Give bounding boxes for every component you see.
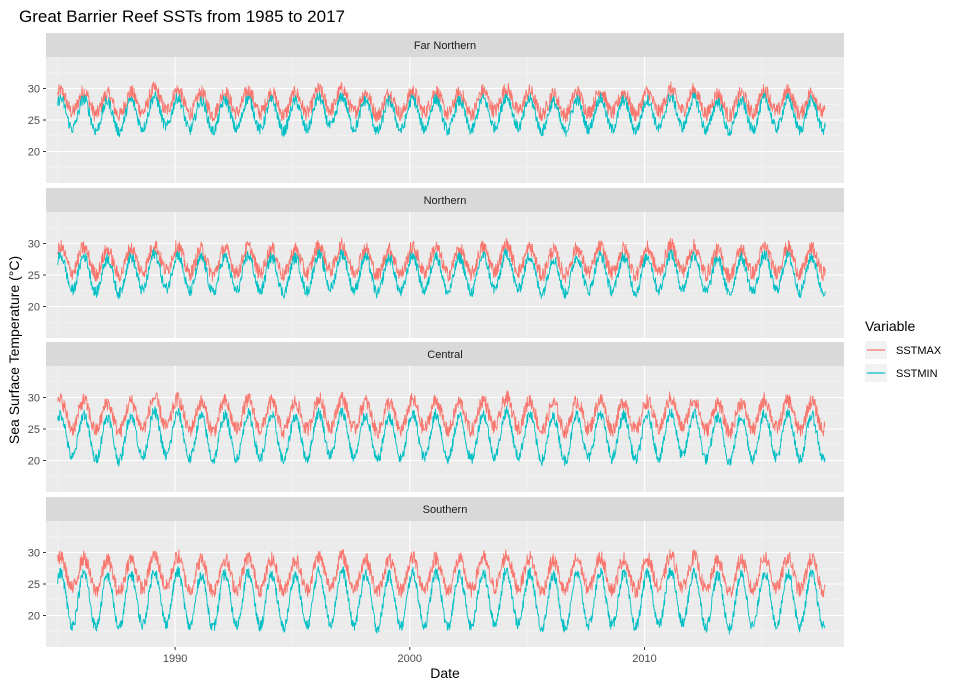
y-tick-label: 25: [28, 115, 40, 127]
chart-title: Great Barrier Reef SSTs from 1985 to 201…: [19, 7, 345, 26]
y-tick-label: 25: [28, 579, 40, 591]
y-tick-label: 30: [28, 548, 40, 560]
series-line-sstmin: [57, 565, 826, 635]
y-axis-title: Sea Surface Temperature (°C): [6, 256, 22, 444]
series-line-sstmin: [57, 405, 826, 467]
x-tick-label: 2000: [398, 653, 422, 665]
facet-panel: Central 20 25 30: [28, 342, 844, 492]
y-tick-label: 25: [28, 270, 40, 282]
series-line-sstmax: [57, 549, 826, 599]
facet-strip: [46, 188, 844, 212]
panels: Far Northern 20 25 30 Northern 20 25 30 Central 2…: [28, 33, 844, 647]
facet-strip: [46, 33, 844, 57]
y-tick-label: 25: [28, 424, 40, 436]
facet-strip-label: Central: [427, 349, 462, 361]
facet-strip-label: Far Northern: [414, 40, 476, 52]
series-line-sstmin: [57, 248, 826, 300]
x-tick-label: 1990: [163, 653, 187, 665]
y-tick-label: 20: [28, 611, 40, 623]
facet-panel: Northern 20 25 30: [28, 188, 844, 338]
y-tick-label: 20: [28, 147, 40, 159]
facet-strip: [46, 497, 844, 521]
y-tick-label: 20: [28, 456, 40, 468]
facet-strip: [46, 342, 844, 366]
x-axis-title: Date: [430, 665, 460, 681]
y-tick-label: 30: [28, 239, 40, 251]
x-axis: 1990 2000 2010: [163, 647, 657, 665]
series-line-sstmax: [57, 390, 826, 439]
facet-panel: Far Northern 20 25 30: [28, 33, 844, 183]
y-tick-label: 20: [28, 302, 40, 314]
facet-strip-label: Northern: [424, 195, 467, 207]
y-tick-label: 30: [28, 393, 40, 405]
legend: Variable SSTMAX SSTMIN: [865, 318, 942, 382]
legend-label-sstmin: SSTMIN: [896, 368, 938, 380]
y-tick-label: 30: [28, 84, 40, 96]
series-line-sstmax: [57, 237, 826, 283]
legend-title: Variable: [865, 318, 916, 334]
facet-strip-label: Southern: [423, 504, 468, 516]
series-line-sstmax: [57, 81, 826, 123]
facet-panel: Southern 20 25 30: [28, 497, 844, 647]
legend-label-sstmax: SSTMAX: [896, 345, 942, 357]
series-line-sstmin: [57, 91, 826, 138]
x-tick-label: 2010: [632, 653, 656, 665]
